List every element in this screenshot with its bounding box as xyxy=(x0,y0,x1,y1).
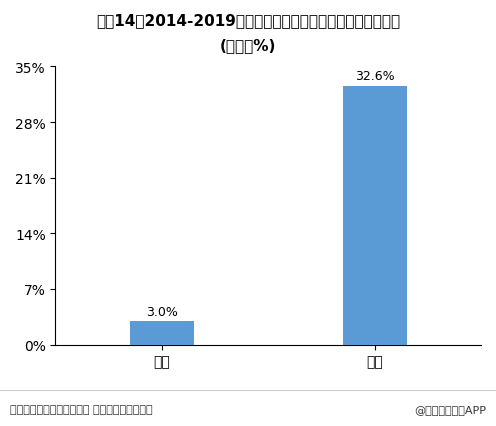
Bar xyxy=(343,86,407,345)
Text: 32.6%: 32.6% xyxy=(355,70,394,83)
Text: 图表14：2014-2019年含糖和无糖茶饮料年均复合增长率对比: 图表14：2014-2019年含糖和无糖茶饮料年均复合增长率对比 xyxy=(96,13,400,28)
Bar xyxy=(130,321,194,345)
Text: 资料来源：弗若斯特沙利文 前瞻产业研究院整理: 资料来源：弗若斯特沙利文 前瞻产业研究院整理 xyxy=(10,404,153,414)
Text: @前瞻经济学人APP: @前瞻经济学人APP xyxy=(414,404,486,414)
Text: (单位：%): (单位：%) xyxy=(220,38,276,53)
Text: 3.0%: 3.0% xyxy=(146,305,178,318)
